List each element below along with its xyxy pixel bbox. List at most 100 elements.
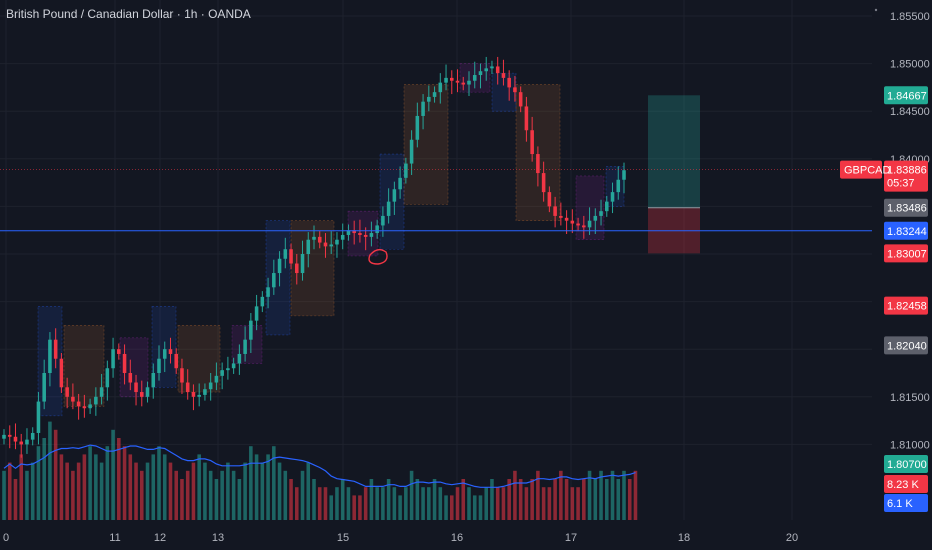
price-tag-label: 6.1 K — [887, 498, 913, 510]
volume-bar — [599, 470, 603, 520]
candle-body — [283, 249, 288, 259]
candle-body — [335, 239, 339, 245]
candle-body — [289, 249, 293, 264]
candle-body — [48, 339, 52, 373]
candle-body — [530, 130, 534, 155]
session-zone — [347, 210, 379, 257]
candle-body — [576, 223, 580, 226]
candle-body — [25, 439, 29, 445]
candle-body — [111, 349, 115, 369]
volume-bar — [427, 487, 431, 520]
candle-body — [65, 387, 69, 397]
candle-body — [329, 244, 334, 247]
volume-bar — [536, 470, 540, 520]
candle-body — [409, 139, 414, 164]
candle-body — [323, 242, 328, 247]
candle-body — [306, 239, 311, 254]
volume-bar — [197, 454, 201, 520]
candle-body — [553, 206, 557, 216]
price-tag-volume-ma: 6.1 K — [884, 494, 928, 512]
volume-bar — [220, 470, 224, 520]
candle-body — [82, 406, 87, 409]
session-zone — [63, 325, 105, 407]
candle-body — [191, 392, 196, 397]
candle-body — [582, 225, 586, 228]
y-tick-label: 1.85000 — [890, 59, 930, 71]
volume-bar — [472, 495, 477, 520]
session-zone — [265, 220, 291, 336]
volume-bar — [249, 446, 253, 520]
candle-body — [162, 349, 167, 359]
volume-bar — [117, 438, 121, 520]
volume-ma-line — [3, 444, 636, 488]
candles — [2, 56, 626, 458]
price-tag-bg — [884, 86, 928, 105]
volume-bar — [404, 487, 408, 520]
volume-bar — [461, 479, 466, 520]
candle-body — [117, 349, 121, 354]
volume-bar — [553, 479, 557, 520]
price-tag-bg — [884, 455, 928, 473]
volume-bar — [214, 479, 219, 520]
volume-bar — [587, 470, 592, 520]
candle-body — [570, 220, 575, 224]
candle-body — [490, 66, 494, 69]
price-tag-entry: 1.83486 — [884, 198, 928, 217]
price-tag-label: 1.83486 — [887, 203, 927, 215]
volume-bar — [593, 479, 598, 520]
candle-body — [266, 287, 270, 297]
volume-bar — [266, 454, 270, 520]
horizontal-lines — [0, 169, 872, 232]
candle-body — [99, 387, 104, 397]
volume-bar — [94, 454, 98, 520]
volume-bar — [547, 487, 552, 520]
candle-body — [593, 215, 598, 221]
volume-bar — [300, 470, 305, 520]
price-tag-bg — [884, 198, 928, 217]
price-tag-level: 1.82458 — [884, 296, 928, 315]
price-tag-blue-line: 1.83244 — [884, 221, 928, 240]
volume-bar — [559, 470, 563, 520]
candle-body — [352, 230, 356, 234]
volume-bar — [375, 487, 379, 520]
price-tag-volume: 8.23 K — [884, 475, 928, 493]
volume-bar — [191, 462, 196, 520]
candle-body — [53, 339, 58, 359]
candle-body — [346, 230, 351, 235]
volume-bar — [564, 479, 569, 520]
candle-body — [375, 225, 379, 234]
volume-bar — [381, 487, 385, 520]
volume-bar — [65, 462, 69, 520]
volume-bar — [105, 446, 110, 520]
price-tag-stop: 1.83007 — [884, 244, 928, 263]
circle-annotation — [368, 248, 388, 265]
x-tick-label: 16 — [451, 532, 463, 544]
volume-bar — [369, 479, 374, 520]
x-tick-label: 12 — [154, 532, 166, 544]
x-tick-label: 13 — [212, 532, 224, 544]
volume-bar — [13, 479, 18, 520]
candle-body — [71, 396, 75, 402]
volume-bar — [294, 487, 299, 520]
y-tick-label: 1.84500 — [890, 106, 930, 118]
volume-bar — [467, 487, 471, 520]
candle-body — [254, 306, 259, 321]
candle-body — [472, 75, 477, 81]
candle-body — [392, 189, 397, 202]
candle-body — [7, 434, 12, 437]
volume-bar — [208, 470, 213, 520]
candle-body — [449, 77, 454, 81]
candle-body — [312, 236, 316, 240]
volume-bar — [30, 462, 35, 520]
volume-bar — [277, 462, 282, 520]
volume-bar — [42, 438, 46, 520]
volume-bar — [622, 470, 626, 520]
candle-body — [599, 211, 603, 216]
volume-bar — [272, 446, 276, 520]
candle-body — [518, 92, 523, 107]
volume-bar — [501, 487, 506, 520]
volume-bar — [340, 479, 345, 520]
volume-bar — [444, 495, 448, 520]
